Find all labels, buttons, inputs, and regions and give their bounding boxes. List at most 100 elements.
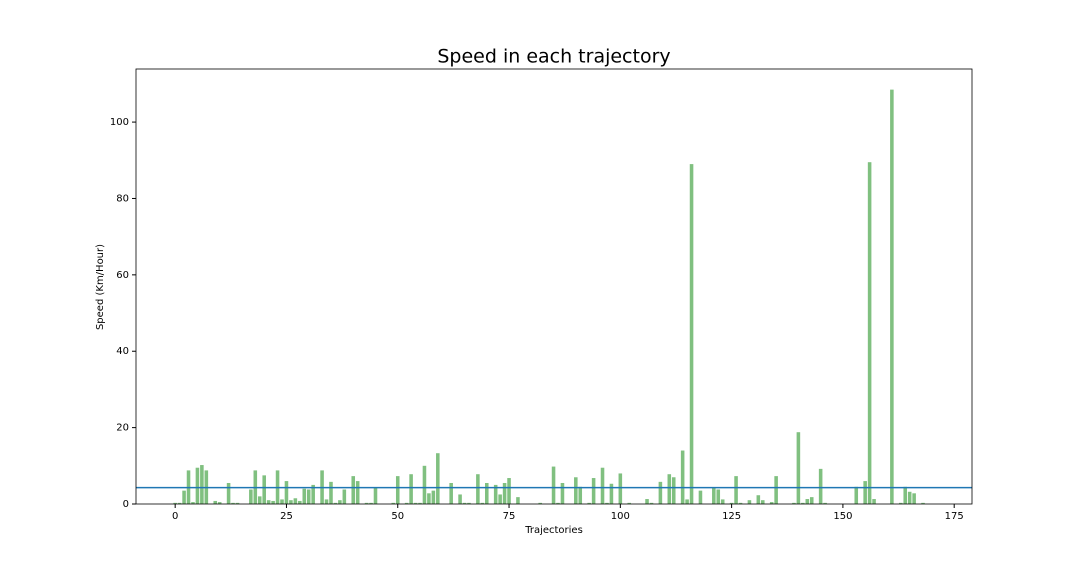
bar xyxy=(293,498,298,504)
bar xyxy=(235,502,240,504)
x-tick-label: 0 xyxy=(172,511,178,522)
bar xyxy=(462,502,467,504)
bar xyxy=(404,502,409,504)
bar xyxy=(538,502,542,504)
bar xyxy=(266,500,271,504)
bar xyxy=(872,499,876,504)
bar xyxy=(502,482,507,504)
bar xyxy=(458,494,462,504)
bar xyxy=(338,500,342,504)
bar xyxy=(760,500,765,504)
bar xyxy=(298,500,302,504)
bar xyxy=(249,489,253,504)
bar xyxy=(556,502,560,504)
bar xyxy=(271,500,275,504)
bar xyxy=(213,500,218,504)
bar xyxy=(667,474,672,504)
bar xyxy=(609,483,614,504)
bar xyxy=(493,484,498,504)
bar xyxy=(422,465,427,504)
bar xyxy=(685,499,689,504)
x-tick-label: 100 xyxy=(611,511,630,522)
bar xyxy=(418,502,422,504)
bar xyxy=(805,499,810,504)
bar xyxy=(587,502,591,504)
x-tick-label: 25 xyxy=(280,511,293,522)
bar xyxy=(262,475,266,504)
bar xyxy=(231,502,235,504)
bar xyxy=(284,481,289,504)
bar xyxy=(191,502,195,504)
plot-frame xyxy=(135,68,973,505)
y-tick-label: 40 xyxy=(116,346,129,357)
bar xyxy=(551,466,556,504)
bar xyxy=(801,502,805,504)
bar xyxy=(907,491,912,504)
bar xyxy=(177,502,182,504)
bar xyxy=(921,502,925,504)
bar xyxy=(792,502,796,504)
x-tick-label: 50 xyxy=(391,511,404,522)
bar xyxy=(854,486,859,504)
bar xyxy=(195,467,200,504)
bar xyxy=(507,478,511,504)
bar xyxy=(729,502,734,504)
bar xyxy=(449,482,453,504)
y-tick-label: 60 xyxy=(116,270,129,281)
bar xyxy=(427,493,431,504)
bar xyxy=(649,502,654,504)
y-tick-label: 0 xyxy=(123,499,129,510)
bar xyxy=(716,489,721,504)
bar xyxy=(627,502,632,504)
bar xyxy=(391,502,396,504)
bar xyxy=(756,495,761,504)
bar xyxy=(333,502,338,504)
bar xyxy=(289,500,293,504)
bar xyxy=(658,481,663,504)
bar xyxy=(600,467,605,504)
bar xyxy=(413,502,418,504)
bar xyxy=(306,489,311,504)
bar xyxy=(890,89,894,504)
bar xyxy=(364,502,369,504)
y-tick-label: 80 xyxy=(116,193,129,204)
bar xyxy=(409,474,413,504)
bar xyxy=(369,502,373,504)
bar xyxy=(578,486,583,504)
bar xyxy=(574,477,578,504)
bar xyxy=(818,468,823,504)
bar xyxy=(217,502,222,504)
chart-title: Speed in each trajectory xyxy=(437,46,670,68)
bar xyxy=(618,473,623,504)
bar xyxy=(173,502,177,504)
bar xyxy=(329,481,333,504)
bar xyxy=(516,497,520,504)
bar xyxy=(324,499,329,504)
bar xyxy=(903,486,908,504)
bar xyxy=(747,500,752,504)
bar xyxy=(591,478,596,504)
bar xyxy=(645,499,649,504)
bar xyxy=(823,502,827,504)
bar xyxy=(355,481,360,504)
bar xyxy=(796,432,801,504)
x-tick-label: 175 xyxy=(945,511,964,522)
bar xyxy=(605,502,609,504)
bar xyxy=(738,502,743,504)
bar xyxy=(769,502,774,504)
bar xyxy=(480,502,485,504)
bar xyxy=(498,494,502,504)
bar xyxy=(671,477,676,504)
x-axis-label: Trajectories xyxy=(524,525,583,536)
bar xyxy=(485,482,489,504)
bar xyxy=(809,497,814,504)
bar xyxy=(280,499,284,504)
bar xyxy=(720,499,725,504)
y-axis-label: Speed (Km/Hour) xyxy=(95,244,106,330)
bar xyxy=(912,493,916,504)
bar xyxy=(351,476,356,504)
bar xyxy=(311,484,315,504)
bar xyxy=(698,490,703,504)
bar xyxy=(689,164,694,505)
